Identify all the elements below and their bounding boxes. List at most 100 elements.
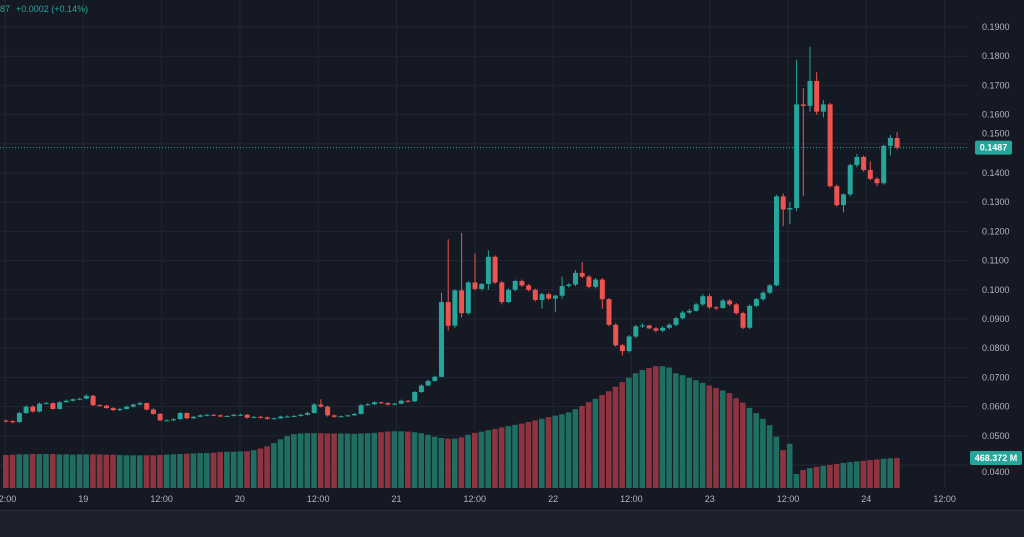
candle-body [137, 403, 143, 405]
volume-bar [760, 418, 766, 488]
price-axis[interactable]: 0.1900 0.1800 0.1700 0.1600 0.1500 0.1400 0.13… [982, 22, 1010, 477]
candle-body [485, 256, 491, 284]
volume-bar [9, 454, 16, 488]
candle [640, 323, 645, 328]
candle-body [177, 413, 183, 420]
volume-bar [116, 454, 123, 488]
volume-bar [659, 366, 666, 488]
volume-bar [351, 433, 357, 488]
volume-bar [331, 433, 337, 488]
volume-bar [177, 454, 183, 488]
candle-body [298, 414, 304, 416]
price-tick-label: 0.1600 [982, 110, 1010, 120]
candle-body [358, 405, 364, 414]
candle-body [70, 399, 76, 401]
candle [271, 417, 277, 420]
volume-bar [311, 433, 317, 488]
candle [398, 399, 404, 405]
candle [861, 155, 867, 172]
volume-bar [753, 413, 759, 488]
candle-body [552, 295, 558, 299]
candle-body [63, 400, 69, 403]
candle [767, 283, 773, 295]
price-tick-label: 0.0700 [982, 372, 1010, 382]
candle [506, 288, 511, 303]
candle-body [217, 415, 223, 417]
candle-body [43, 403, 49, 405]
volume-bar [137, 455, 143, 488]
time-axis[interactable]: 12:00 19 12:00 20 12:00 21 12:00 22 12:00 23 12:00… [0, 494, 956, 504]
price-tick-label: 0.1100 [982, 256, 1009, 266]
volume-bar [713, 388, 719, 488]
candle-body [150, 409, 156, 414]
volume-bar [157, 454, 163, 488]
candle [204, 413, 210, 417]
candle [104, 404, 109, 409]
price-tick-label: 0.1200 [982, 226, 1010, 236]
candle [338, 415, 344, 418]
candle-body [586, 276, 592, 287]
volume-bar [592, 398, 599, 488]
volume-bar [49, 454, 56, 488]
volume-bar [338, 433, 344, 488]
candle [351, 413, 357, 416]
volume-bar [418, 433, 424, 488]
candle [653, 327, 659, 333]
volume-bar [478, 431, 485, 488]
volume-bar [579, 405, 585, 488]
volume-bar [438, 438, 445, 488]
candle [372, 401, 377, 406]
candle [164, 419, 170, 422]
volume-bar [43, 454, 49, 488]
volume-badge: 468.372 M [970, 451, 1022, 465]
candle-body [526, 285, 532, 290]
candle [874, 177, 880, 187]
candle [586, 275, 592, 289]
volume-bar [317, 433, 324, 488]
volume-bar [405, 431, 411, 488]
candle [311, 403, 317, 414]
candle-body [264, 417, 270, 419]
candle-body [753, 299, 759, 306]
price-tick-label: 0.0900 [982, 314, 1010, 324]
volume-bar [210, 452, 217, 488]
volume-bar [190, 453, 197, 488]
time-tick-label: 21 [391, 494, 401, 504]
candle [238, 413, 243, 416]
candle-body [398, 400, 404, 404]
candle [774, 194, 779, 287]
time-tick-label: 12:00 [0, 494, 16, 504]
volume-bar [686, 377, 692, 488]
candle-body [3, 420, 9, 422]
candle [666, 323, 672, 330]
price-tick-label: 0.0400 [982, 467, 1010, 477]
volume-bar [324, 433, 331, 488]
volume-bar [740, 402, 746, 488]
bottom-toolbar [0, 510, 1024, 537]
candle [613, 323, 619, 347]
candle [405, 400, 411, 403]
candle [827, 102, 833, 188]
candle-body [693, 304, 699, 311]
candle-body [599, 279, 605, 300]
candle [298, 413, 304, 417]
volume-bar [224, 451, 230, 488]
candle-body [439, 302, 444, 377]
volume-bar [431, 436, 438, 488]
candle [559, 276, 565, 299]
candle [425, 379, 431, 387]
candle [680, 310, 686, 320]
volume-bar [726, 393, 733, 488]
candle-body [774, 196, 779, 286]
volume-bar [56, 454, 63, 488]
price-badge: 0.1487 [975, 140, 1012, 155]
candle [847, 163, 853, 197]
candle [157, 413, 163, 422]
candle-body [452, 290, 458, 326]
legend-change: +0.0002 (+0.14%) [16, 4, 89, 14]
candle-body [110, 408, 116, 411]
candle [800, 88, 806, 197]
candle-body [157, 413, 163, 421]
volume-bar [733, 398, 739, 488]
